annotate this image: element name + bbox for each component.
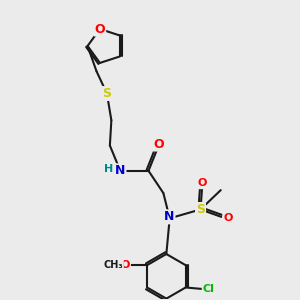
Text: CH₃: CH₃ [103,260,123,270]
Text: O: O [197,178,207,188]
Text: N: N [164,210,175,224]
Text: O: O [223,213,232,224]
Text: Cl: Cl [202,284,214,294]
Text: S: S [102,87,111,100]
Text: O: O [121,260,130,270]
Text: N: N [115,164,125,177]
Text: O: O [154,138,164,151]
Text: H: H [104,164,114,174]
Text: O: O [94,22,105,35]
Text: S: S [196,203,205,216]
